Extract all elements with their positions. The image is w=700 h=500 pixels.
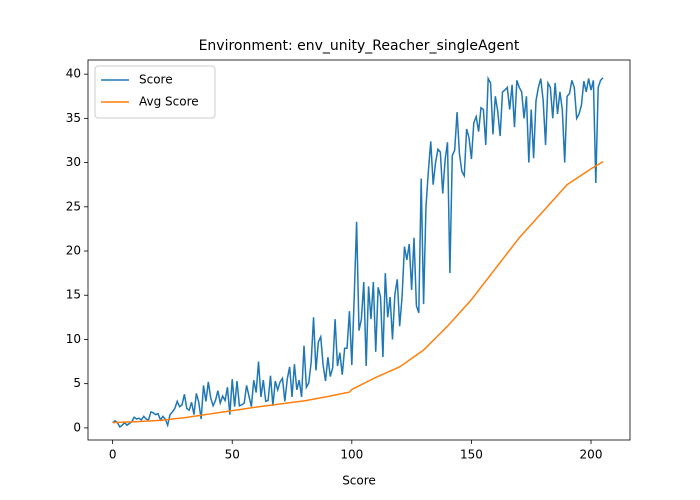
y-tick-label: 0 [73,420,81,434]
legend-box [94,65,216,119]
y-tick-label: 15 [66,288,81,302]
y-tick-label: 20 [66,244,81,258]
y-tick-label: 10 [66,332,81,346]
legend: Score Avg Score [94,65,216,119]
y-tick-label: 5 [73,376,81,390]
y-tick-label: 35 [66,111,81,125]
x-tick-label: 150 [460,448,483,462]
chart-title: Environment: env_unity_Reacher_singleAge… [199,38,520,54]
legend-label: Score [139,73,173,87]
x-axis-label: Score [342,474,376,488]
x-tick-label: 100 [340,448,363,462]
plot-frame [87,59,631,441]
y-tick-label: 30 [66,155,81,169]
y-tick-label: 25 [66,199,81,213]
y-tick-label: 40 [66,67,81,81]
x-tick-label: 0 [109,448,117,462]
x-tick-label: 50 [225,448,240,462]
data-line [112,75,604,429]
x-tick-label: 200 [580,448,603,462]
legend-label: Avg Score [139,95,199,109]
data-line [112,161,604,424]
